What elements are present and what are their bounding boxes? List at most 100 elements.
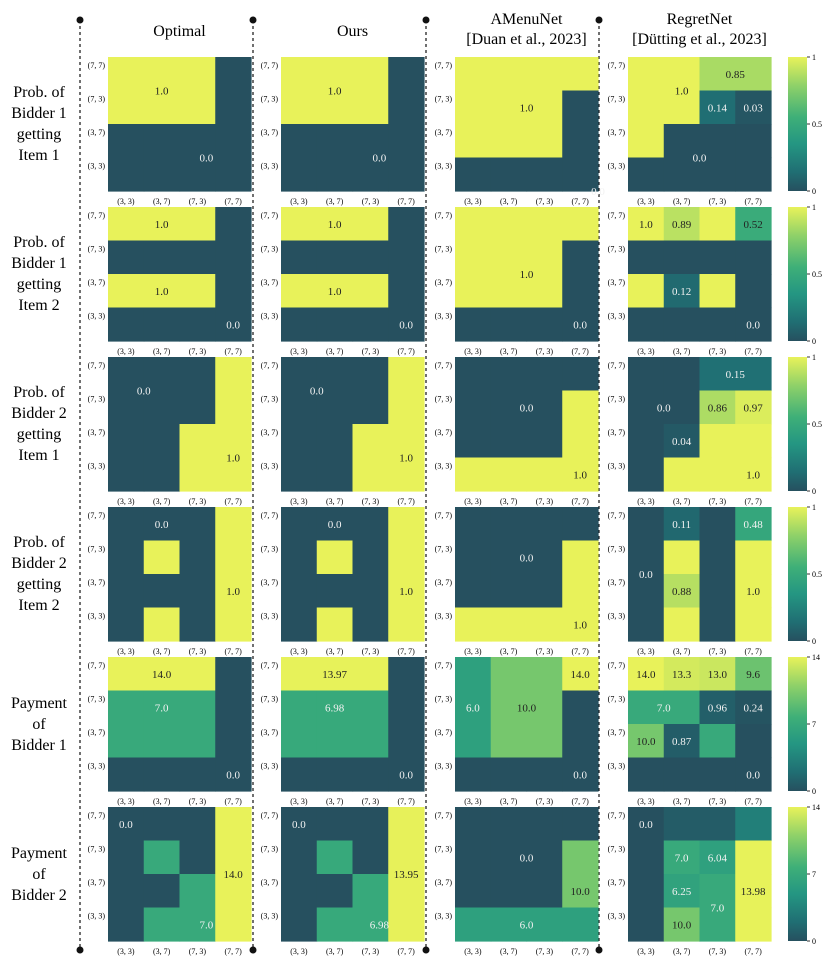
heatmap-cell [352,357,389,392]
heatmap-cell [455,874,492,909]
x-tick-label: (3, 3) [637,947,655,956]
heatmap-cell [281,207,318,242]
colorbar-tick-label: 14 [812,653,820,662]
heatmap-cell [215,357,252,392]
heatmap-cell [143,507,181,542]
heatmap-cell [562,840,599,875]
heatmap-cell [316,690,354,725]
heatmap-cell [143,840,181,875]
y-tick-label: (3, 7) [261,728,279,737]
y-tick-label: (7, 3) [261,394,279,403]
heatmap-cell [628,124,665,159]
x-tick-label: (7, 3) [362,947,380,956]
cell-value-label: 0.0 [520,852,534,864]
heatmap-cell [143,240,181,275]
x-tick-label: (3, 7) [500,947,518,956]
row-label-line: Prob. of [13,234,65,251]
y-tick-label: (3, 3) [435,611,453,620]
y-tick-label: (7, 7) [608,661,626,670]
heatmap-cell [143,424,181,459]
heatmap-cell [179,724,216,759]
y-tick-label: (3, 7) [88,128,106,137]
colorbar-tick-label: 7 [812,870,816,879]
heatmap-cell [699,424,736,459]
cell-value-label: 1.0 [746,586,760,598]
y-tick-label: (7, 3) [261,694,279,703]
heatmap-cell [281,574,318,609]
heatmap-cell [526,207,563,242]
cell-value-label: 1.0 [520,269,534,281]
heatmap-cell [663,690,701,725]
x-tick-label: (7, 3) [189,647,207,656]
colorbar-tick-label: 7 [812,720,816,729]
heatmap-cell [628,840,665,875]
cell-value-label: 6.98 [325,702,345,714]
colorbar-gradient-bar [788,507,807,641]
heatmap-cell [735,757,772,792]
row-label-1: Prob. of Bidder 1 getting Item 1 [0,82,78,166]
x-tick-label: (3, 7) [500,497,518,506]
heatmap-cell [735,690,772,725]
x-tick-label: (3, 3) [637,797,655,806]
x-tick-label: (7, 3) [362,347,380,356]
x-tick-label: (7, 7) [571,797,589,806]
heatmap-cell [628,507,665,542]
heatmap-cell [108,574,145,609]
x-tick-label: (7, 3) [709,197,727,206]
y-tick-label: (3, 3) [261,311,279,320]
y-tick-label: (3, 7) [435,728,453,737]
heatmap-cell [455,807,492,842]
heatmap-cell [490,457,528,492]
heatmap-cell [663,124,701,159]
y-tick-label: (7, 3) [261,244,279,253]
column-title-line: Optimal [153,23,206,40]
y-tick-label: (3, 3) [435,461,453,470]
heatmap-cell [281,307,318,342]
heatmap-cell [108,424,145,459]
heatmap-cell [455,757,492,792]
heatmap-cell [490,390,528,425]
colorbar-tick-label: 0 [812,187,816,196]
panel-r5-c3: 6.0 10.0 14.0 0.0 (7, 7) (7, 3) (3, 7) (3, 3) (3… [435,657,599,806]
x-tick-label: (7, 7) [571,647,589,656]
heatmap-cell [526,840,563,875]
heatmap-cell [215,90,252,125]
heatmap-cell [735,574,772,609]
heatmap-cell [490,307,528,342]
heatmap-cell [281,874,318,909]
y-tick-label: (3, 7) [88,578,106,587]
heatmap-cell [108,657,145,692]
heatmap-cell [628,907,665,942]
heatmap-cell [281,424,318,459]
colorbar-gradient-bar [788,357,807,491]
y-tick-label: (7, 7) [435,811,453,820]
x-tick-label: (3, 7) [153,797,171,806]
cell-value-label: 0.0 [639,569,653,581]
row-label-line: Item 2 [18,597,60,614]
heatmap-cell [143,724,181,759]
cell-value-label: 1.0 [328,286,342,298]
x-tick-label: (3, 7) [326,947,344,956]
x-tick-label: (7, 3) [189,797,207,806]
y-tick-label: (3, 3) [435,161,453,170]
heatmap-cell [455,657,492,692]
heatmap-cell [108,907,145,942]
y-tick-label: (7, 7) [608,211,626,220]
heatmap-cell [108,807,145,842]
heatmap-cell [699,124,736,159]
heatmap-cell [352,124,389,159]
heatmap-cell [663,874,701,909]
cell-value-label: 0.0 [520,552,534,564]
heatmap-cell [562,874,599,909]
panel-r4-c2: 0.0 1.0 (7, 7) (7, 3) (3, 7) (3, 3) (3, 3) (3, … [261,507,425,656]
heatmap-cell [179,207,216,242]
heatmap-cell [388,424,425,459]
column-title-line: AMenuNet [490,11,563,28]
cell-value-label: 13.95 [394,869,419,881]
heatmap-cell [143,574,181,609]
heatmap-cell [526,907,563,942]
y-tick-label: (3, 7) [88,278,106,287]
heatmap-cell [562,57,599,92]
heatmap-cell [179,807,216,842]
heatmap-cell [455,724,492,759]
